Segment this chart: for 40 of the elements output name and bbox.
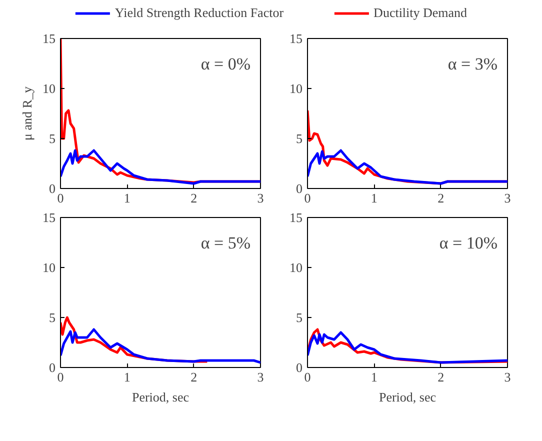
x-tick-label: 2	[190, 190, 198, 206]
annotation: α = 0%	[200, 54, 250, 74]
y-tick-label: 10	[42, 260, 56, 275]
legend-label: Yield Strength Reduction Factor	[114, 5, 284, 21]
annotation: α = 10%	[439, 234, 498, 252]
x-axis-title: Period, sec	[378, 390, 436, 404]
y-tick-label: 0	[49, 181, 56, 196]
y-tick-label: 10	[290, 81, 302, 96]
y-tick-label: 15	[290, 210, 302, 225]
x-axis-title: Period, sec	[132, 390, 190, 404]
annotation: α = 3%	[448, 54, 498, 74]
y-tick-label: 0	[49, 360, 56, 375]
y-axis-title: μ and R_y	[20, 86, 34, 140]
x-tick-label: 3	[504, 190, 511, 206]
x-tick-label: 2	[438, 190, 444, 206]
y-tick-label: 15	[290, 31, 302, 46]
y-tick-label: 10	[42, 81, 56, 96]
x-tick-label: 3	[257, 190, 264, 206]
y-tick-label: 5	[49, 131, 56, 146]
y-tick-label: 5	[296, 131, 302, 146]
x-tick-label: 3	[504, 370, 511, 384]
legend-label: Ductility Demand	[374, 5, 468, 21]
annotation: α = 5%	[200, 234, 250, 252]
x-tick-label: 1	[124, 190, 130, 206]
x-tick-label: 1	[124, 370, 130, 384]
line-series	[308, 149, 508, 185]
y-tick-label: 5	[49, 310, 56, 325]
y-tick-label: 15	[42, 210, 56, 225]
y-tick-label: 15	[42, 31, 56, 46]
x-tick-label: 3	[257, 370, 264, 384]
y-tick-label: 0	[296, 181, 302, 196]
y-tick-label: 10	[290, 260, 302, 275]
x-tick-label: 1	[370, 190, 378, 206]
line-series	[60, 149, 260, 185]
x-tick-label: 2	[438, 370, 444, 384]
y-tick-label: 0	[296, 360, 302, 375]
x-tick-label: 2	[190, 370, 198, 384]
x-tick-label: 1	[370, 370, 378, 384]
y-tick-label: 5	[296, 310, 302, 325]
line-series	[60, 328, 260, 364]
